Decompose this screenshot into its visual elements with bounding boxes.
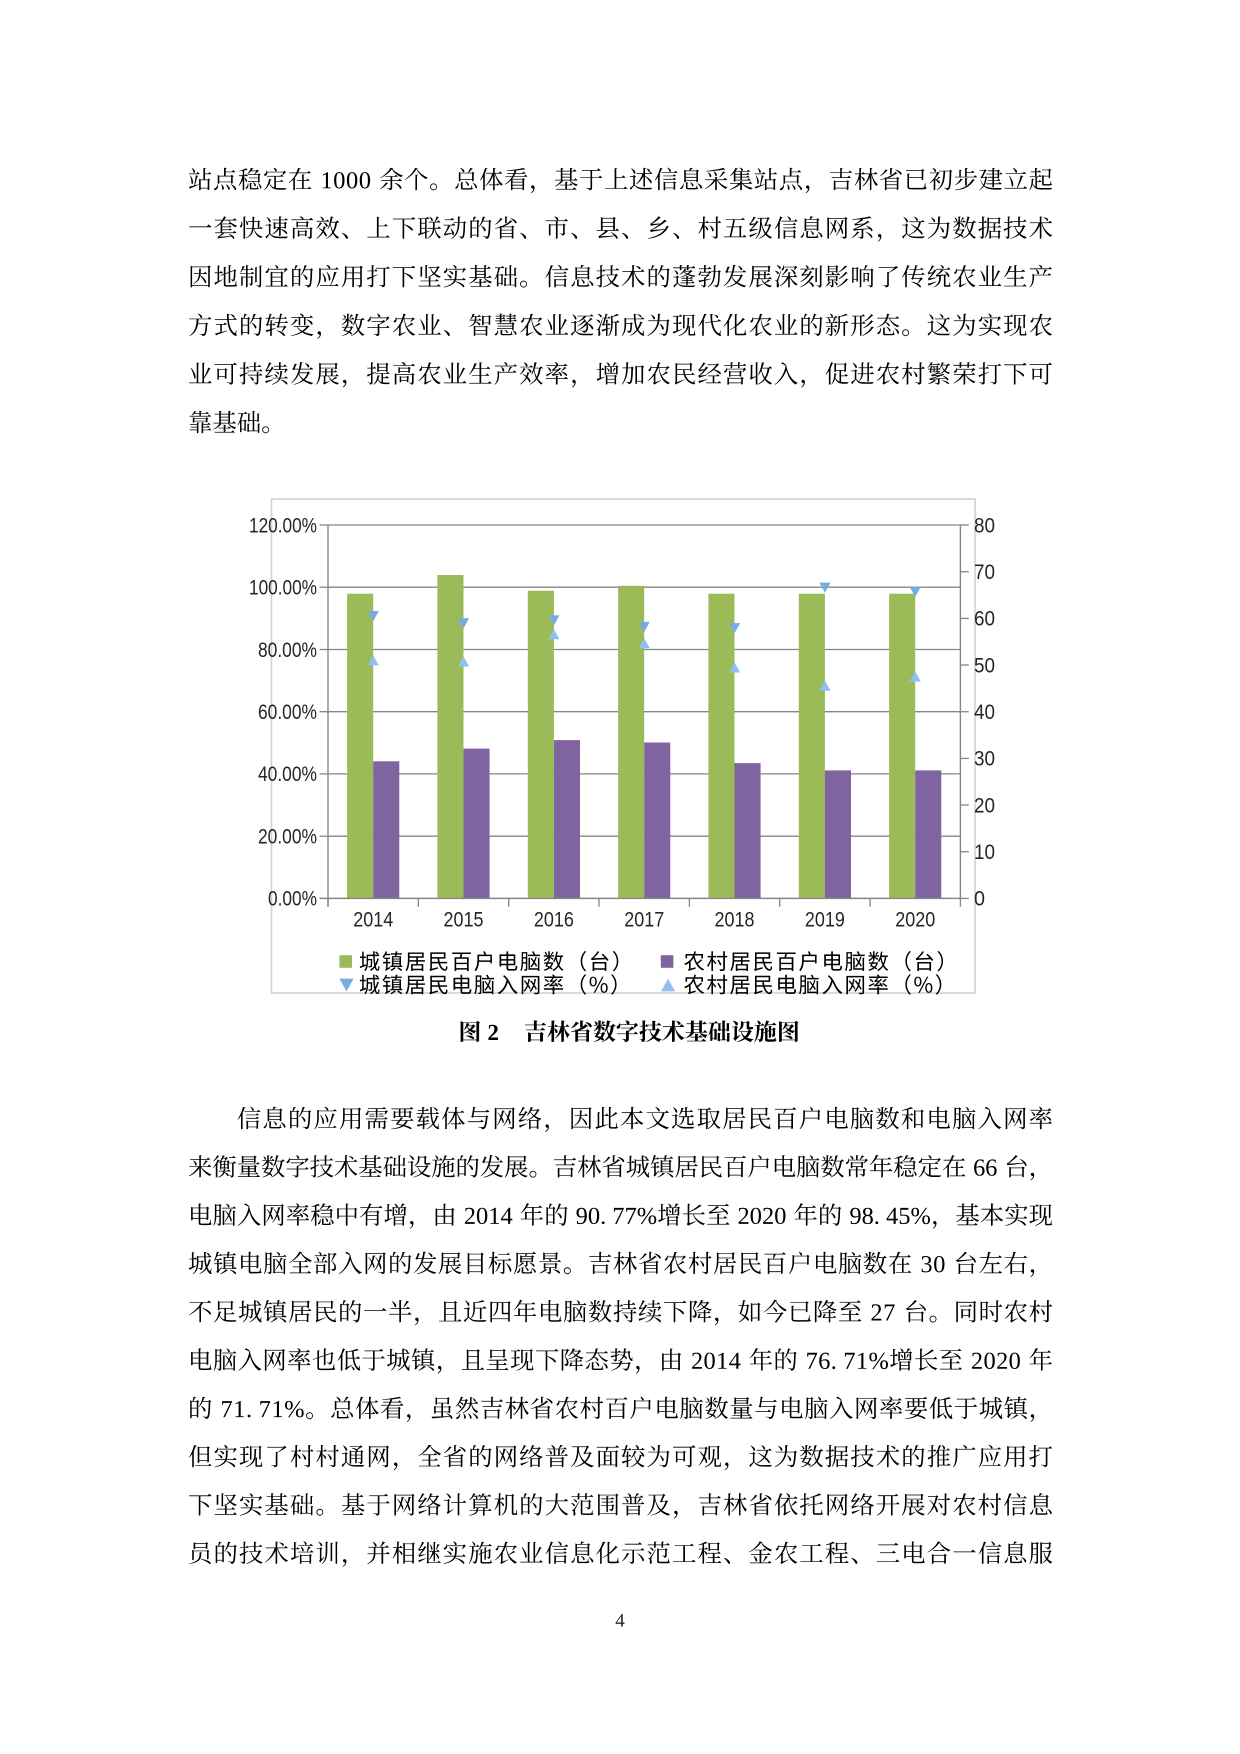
- svg-text:40: 40: [974, 701, 995, 724]
- svg-text:60: 60: [974, 608, 995, 631]
- svg-text:2017: 2017: [624, 908, 664, 931]
- svg-text:30: 30: [974, 748, 995, 771]
- svg-text:2015: 2015: [444, 908, 484, 931]
- svg-text:2014: 2014: [353, 908, 393, 931]
- svg-text:10: 10: [974, 841, 995, 864]
- svg-text:2019: 2019: [805, 908, 845, 931]
- svg-text:100.00%: 100.00%: [249, 577, 317, 600]
- svg-text:2016: 2016: [534, 908, 574, 931]
- svg-text:80: 80: [974, 514, 995, 537]
- svg-text:2020: 2020: [895, 908, 935, 931]
- svg-text:20: 20: [974, 794, 995, 817]
- svg-text:2018: 2018: [715, 908, 755, 931]
- svg-text:0.00%: 0.00%: [268, 888, 317, 911]
- svg-text:50: 50: [974, 654, 995, 677]
- svg-text:0: 0: [974, 888, 985, 911]
- svg-text:20.00%: 20.00%: [258, 826, 317, 849]
- svg-text:60.00%: 60.00%: [258, 701, 317, 724]
- svg-text:80.00%: 80.00%: [258, 639, 317, 662]
- svg-text:120.00%: 120.00%: [249, 514, 317, 537]
- svg-text:70: 70: [974, 561, 995, 584]
- svg-text:4: 4: [615, 1611, 625, 1632]
- svg-text:40.00%: 40.00%: [258, 763, 317, 786]
